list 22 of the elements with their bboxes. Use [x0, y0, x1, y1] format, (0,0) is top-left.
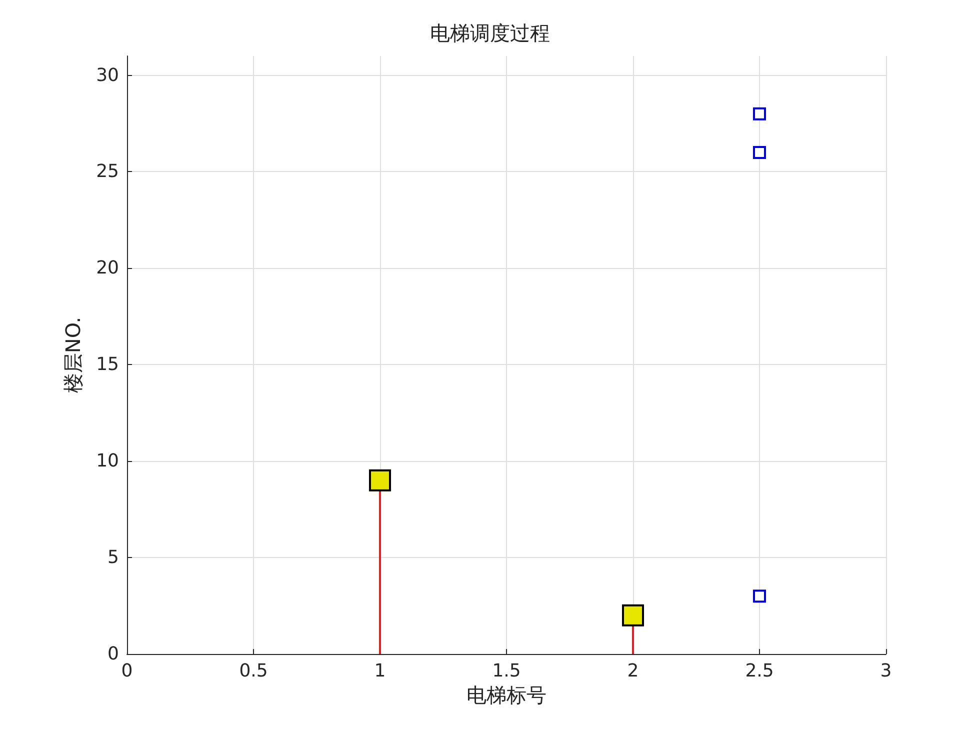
y-tick-label: 20	[96, 258, 119, 279]
point	[753, 590, 766, 603]
x-tick-label: 0.5	[239, 660, 268, 682]
chart-title: 电梯调度过程	[430, 21, 550, 45]
point	[753, 107, 766, 120]
point	[753, 146, 766, 159]
y-tick-label: 0	[108, 644, 119, 664]
y-tick-label: 10	[96, 450, 119, 472]
y-tick-label: 25	[96, 161, 119, 182]
x-tick-label: 3	[880, 660, 892, 682]
x-tick-label: 0	[121, 660, 133, 682]
y-tick-label: 30	[96, 64, 119, 86]
x-tick-label: 1.5	[492, 660, 521, 682]
x-tick-label: 2	[627, 660, 639, 682]
y-tick-label: 5	[108, 547, 119, 568]
y-tick-label: 15	[96, 354, 119, 376]
point	[622, 604, 644, 626]
x-tick-label: 2.5	[745, 660, 774, 682]
x-axis-title: 电梯标号	[466, 682, 546, 707]
point	[369, 469, 391, 492]
y-axis-title: 楼层NO.	[61, 316, 85, 394]
x-tick-label: 1	[374, 660, 386, 682]
